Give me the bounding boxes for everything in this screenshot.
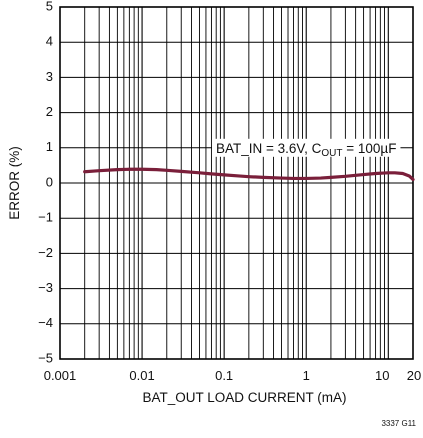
y-tick-label: −3 (38, 280, 53, 295)
x-tick-label: 0.01 (129, 368, 154, 383)
x-tick-label: 10 (375, 368, 389, 383)
y-tick-label: 5 (46, 0, 53, 13)
y-tick-label: 1 (46, 139, 53, 154)
series (83, 167, 415, 182)
y-tick-label: −4 (38, 315, 53, 330)
annotation-prefix: BAT_IN = 3.6V, C (216, 141, 322, 156)
grid (60, 7, 413, 359)
y-tick-label: 2 (46, 104, 53, 119)
x-tick-labels: 0.001 0.01 0.1 1 10 20 (44, 368, 422, 383)
y-tick-labels: −5 −4 −3 −2 −1 0 1 2 3 4 5 (38, 0, 53, 365)
y-tick-label: 3 (46, 69, 53, 84)
x-tick-label: 0.001 (44, 368, 77, 383)
y-axis-label: ERROR (%) (7, 146, 22, 220)
y-tick-label: −5 (38, 350, 53, 365)
x-axis-label: BAT_OUT LOAD CURRENT (mA) (142, 390, 346, 405)
series-line (83, 167, 415, 182)
y-tick-label: −1 (38, 210, 53, 225)
y-tick-label: −2 (38, 245, 53, 260)
x-tick-label: 1 (303, 368, 310, 383)
x-tick-label: 0.1 (215, 368, 233, 383)
plot-frame (59, 6, 414, 360)
annotation-label: BAT_IN = 3.6V, COUT = 100µF (216, 141, 396, 159)
y-tick-label: 0 (46, 174, 53, 189)
x-tick-label: 20 (407, 368, 421, 383)
annotation-suffix: = 100µF (343, 141, 397, 156)
annotation-subscript: OUT (321, 148, 342, 159)
annotation-background (211, 138, 401, 157)
figure-code: 3337 G11 (381, 419, 416, 428)
y-tick-label: 4 (46, 34, 53, 49)
